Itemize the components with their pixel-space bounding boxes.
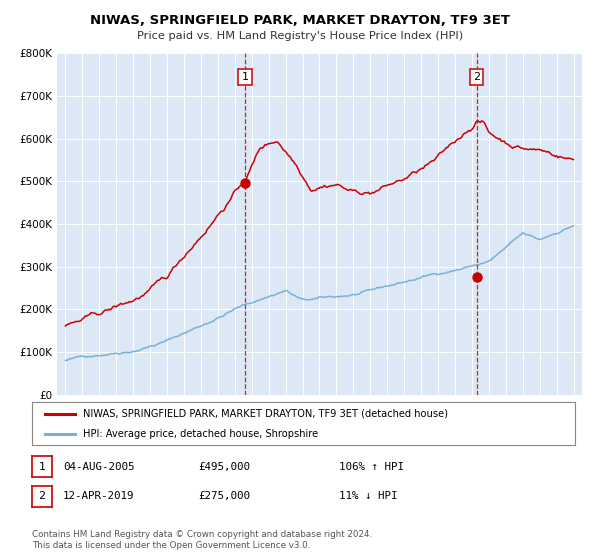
Text: £495,000: £495,000 [198,462,250,472]
Text: 106% ↑ HPI: 106% ↑ HPI [339,462,404,472]
Text: £275,000: £275,000 [198,492,250,501]
Text: This data is licensed under the Open Government Licence v3.0.: This data is licensed under the Open Gov… [32,541,310,550]
Text: 2: 2 [473,72,480,82]
Text: NIWAS, SPRINGFIELD PARK, MARKET DRAYTON, TF9 3ET: NIWAS, SPRINGFIELD PARK, MARKET DRAYTON,… [90,14,510,27]
Text: Price paid vs. HM Land Registry's House Price Index (HPI): Price paid vs. HM Land Registry's House … [137,31,463,41]
Text: NIWAS, SPRINGFIELD PARK, MARKET DRAYTON, TF9 3ET (detached house): NIWAS, SPRINGFIELD PARK, MARKET DRAYTON,… [83,409,448,419]
Text: 1: 1 [241,72,248,82]
Text: 2: 2 [38,492,46,501]
Text: 04-AUG-2005: 04-AUG-2005 [63,462,134,472]
Text: 11% ↓ HPI: 11% ↓ HPI [339,492,397,501]
Text: HPI: Average price, detached house, Shropshire: HPI: Average price, detached house, Shro… [83,428,319,438]
Text: 1: 1 [38,462,46,472]
Text: Contains HM Land Registry data © Crown copyright and database right 2024.: Contains HM Land Registry data © Crown c… [32,530,372,539]
Text: 12-APR-2019: 12-APR-2019 [63,492,134,501]
